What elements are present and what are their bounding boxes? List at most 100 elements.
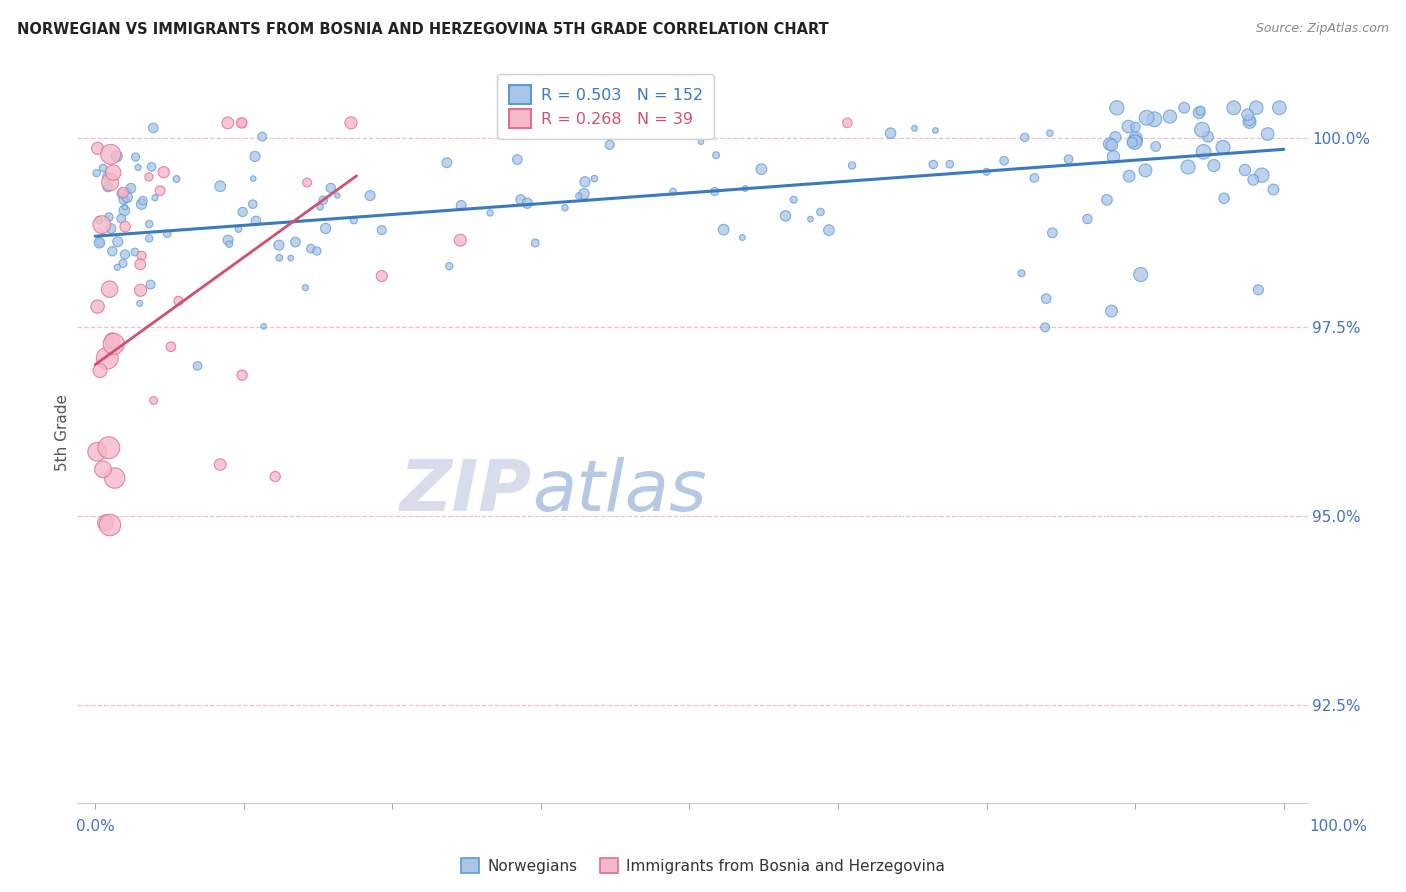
Point [1241, 173, 1264, 187]
Point [91, 161, 114, 175]
Point [142, 393, 165, 408]
Point [1236, 107, 1258, 121]
Point [111, 186, 134, 201]
Point [141, 160, 163, 174]
Point [142, 120, 165, 135]
Text: NORWEGIAN VS IMMIGRANTS FROM BOSNIA AND HERZEGOVINA 5TH GRADE CORRELATION CHART: NORWEGIAN VS IMMIGRANTS FROM BOSNIA AND … [17, 22, 828, 37]
Point [252, 129, 274, 144]
Point [734, 181, 756, 195]
Point [124, 150, 146, 164]
Point [1192, 145, 1215, 159]
Point [1144, 139, 1167, 153]
Point [450, 198, 472, 212]
Point [574, 175, 596, 189]
Point [572, 186, 595, 201]
Point [1250, 168, 1272, 182]
Point [97, 441, 120, 455]
Point [167, 293, 190, 308]
Point [903, 121, 925, 136]
Point [166, 172, 188, 186]
Point [112, 186, 135, 200]
Point [243, 149, 266, 163]
Legend: Norwegians, Immigrants from Bosnia and Herzegovina: Norwegians, Immigrants from Bosnia and H… [456, 852, 950, 880]
Point [690, 135, 713, 149]
Point [138, 217, 160, 231]
Point [1014, 130, 1036, 145]
Point [1159, 110, 1181, 124]
Point [209, 179, 232, 194]
Point [799, 212, 821, 227]
Point [104, 471, 127, 485]
Point [101, 244, 124, 259]
Point [449, 233, 471, 247]
Point [516, 196, 538, 211]
Point [1118, 169, 1140, 183]
Point [305, 244, 328, 258]
Point [107, 235, 129, 249]
Point [1197, 129, 1219, 144]
Point [1189, 103, 1212, 118]
Point [993, 153, 1015, 168]
Point [1125, 131, 1147, 145]
Point [89, 235, 111, 249]
Point [131, 197, 153, 211]
Point [138, 231, 160, 245]
Point [245, 214, 267, 228]
Point [976, 165, 998, 179]
Point [583, 171, 606, 186]
Point [1247, 283, 1270, 297]
Point [132, 194, 155, 208]
Point [299, 242, 322, 256]
Point [1135, 163, 1157, 178]
Point [1095, 193, 1118, 207]
Point [209, 458, 232, 472]
Point [98, 282, 121, 296]
Point [326, 188, 349, 202]
Point [89, 235, 111, 250]
Point [810, 205, 832, 219]
Point [231, 116, 253, 130]
Point [1040, 226, 1063, 240]
Point [143, 191, 166, 205]
Point [128, 296, 150, 310]
Point [103, 337, 125, 351]
Point [100, 221, 122, 235]
Point [111, 256, 134, 270]
Point [924, 123, 946, 137]
Point [242, 197, 264, 211]
Point [89, 363, 111, 377]
Point [101, 333, 124, 347]
Point [319, 181, 342, 195]
Point [371, 223, 394, 237]
Point [371, 268, 394, 283]
Point [340, 116, 363, 130]
Point [105, 260, 128, 275]
Point [231, 116, 253, 130]
Point [1129, 268, 1152, 282]
Point [124, 245, 146, 260]
Point [1263, 183, 1285, 197]
Point [110, 211, 132, 226]
Point [1102, 150, 1125, 164]
Point [96, 351, 118, 366]
Point [97, 210, 120, 224]
Point [506, 153, 529, 167]
Point [1212, 140, 1234, 154]
Point [100, 147, 122, 161]
Point [90, 218, 112, 232]
Point [267, 238, 290, 252]
Point [1033, 320, 1056, 334]
Point [1125, 133, 1147, 147]
Point [294, 281, 316, 295]
Point [115, 190, 138, 204]
Point [269, 251, 291, 265]
Point [509, 193, 531, 207]
Point [703, 185, 725, 199]
Point [841, 159, 863, 173]
Point [309, 200, 332, 214]
Point [599, 137, 621, 152]
Point [231, 368, 253, 383]
Point [86, 300, 108, 314]
Point [96, 169, 118, 184]
Point [1213, 191, 1236, 205]
